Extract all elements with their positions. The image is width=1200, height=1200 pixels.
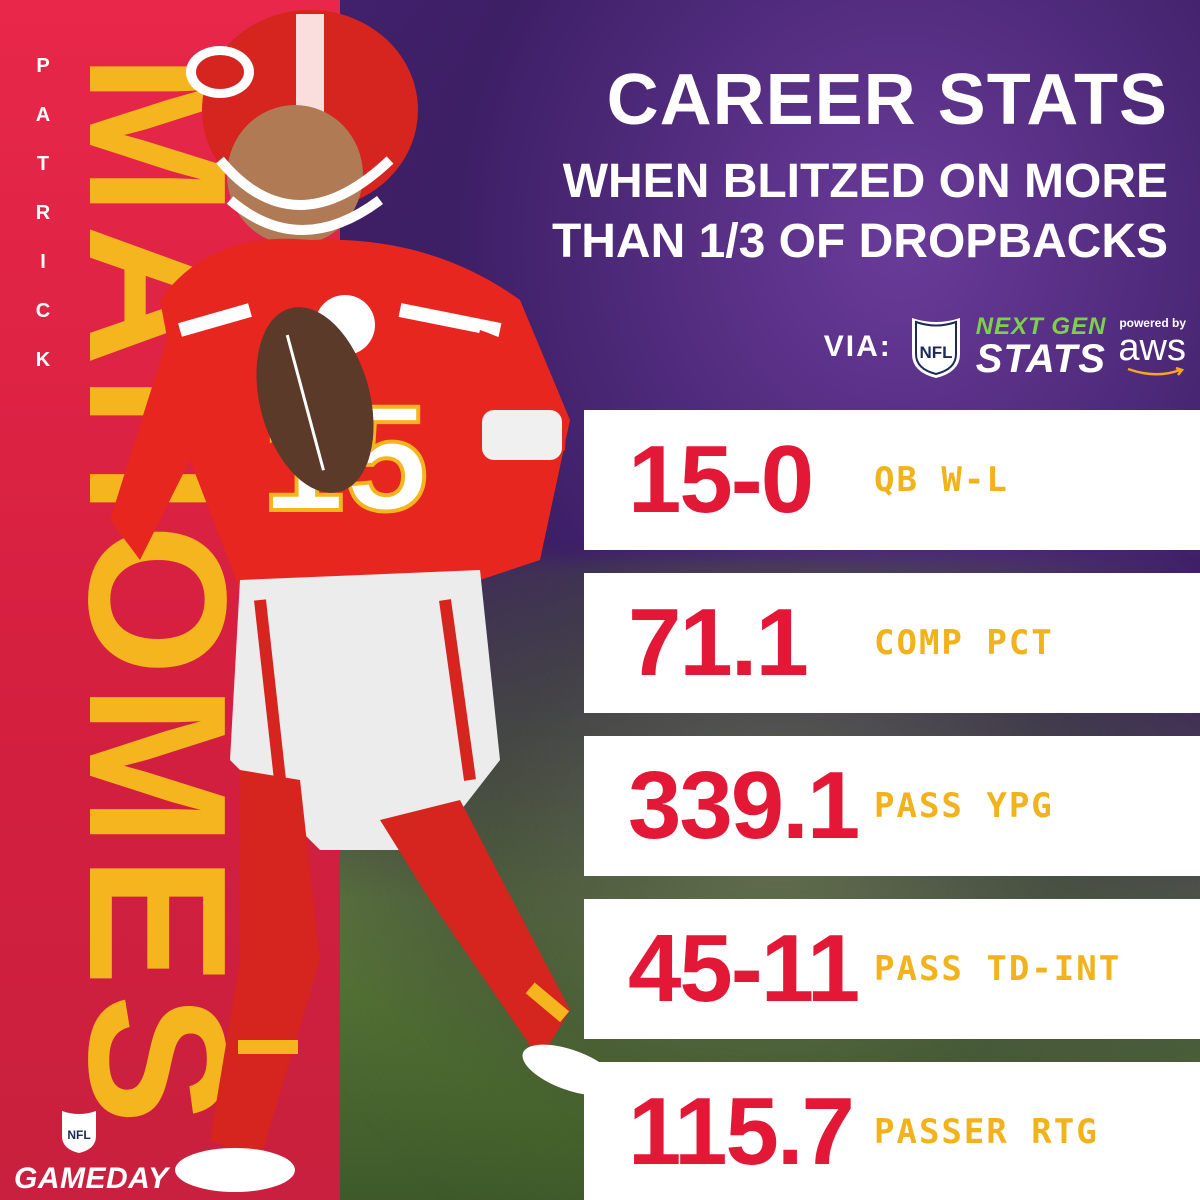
first-name-letter: T: [36, 153, 50, 175]
stat-label: PASSER RTG: [874, 1112, 1099, 1152]
page-title: CAREER STATS: [606, 60, 1168, 140]
shoulder-stripe-right: [398, 303, 502, 337]
pants-stripe-right: [439, 599, 476, 781]
first-name-letter: R: [35, 202, 51, 224]
aws-smile-icon: [1127, 367, 1185, 376]
first-name-letter: C: [35, 300, 51, 322]
face-shape: [227, 105, 363, 245]
subtitle: WHEN BLITZED ON MORE THAN 1/3 OF DROPBAC…: [488, 152, 1168, 272]
nfl-shield-inner-shape: [914, 320, 957, 376]
nfl-shield-icon: NFL: [62, 1111, 96, 1153]
subtitle-line-2: THAN 1/3 OF DROPBACKS: [551, 215, 1168, 268]
nfl-shield-text: NFL: [919, 343, 952, 362]
stat-card: 15-0 QB W-L: [584, 410, 1200, 550]
first-name-vertical: P A T R I C K: [30, 42, 56, 385]
ngs-bottom-text: STATS: [975, 337, 1106, 381]
stat-label: PASS TD-INT: [874, 949, 1122, 989]
left-shoe: [175, 1148, 295, 1192]
gameday-shield-shape: [62, 1111, 96, 1153]
stats-list: 15-0 QB W-L 71.1 COMP PCT 339.1 PASS YPG…: [584, 410, 1200, 1200]
right-sock-stripe: [525, 982, 570, 1023]
football-laces: [285, 334, 325, 471]
stat-value: 15-0: [628, 426, 814, 533]
first-name-letter: I: [40, 251, 46, 273]
wrist-band: [482, 410, 562, 460]
subtitle-line-1: WHEN BLITZED ON MORE: [562, 155, 1168, 208]
aws-top-text: powered by: [1119, 316, 1186, 330]
next-gen-stats-logo: NEXT GEN STATS: [975, 313, 1107, 381]
nfl-shield-icon: NFL: [911, 318, 960, 378]
stat-value: 71.1: [628, 589, 809, 696]
left-sock-stripe: [238, 1040, 298, 1054]
stat-value: 339.1: [628, 752, 860, 859]
nfl-gameday-logo: NFL GAMEDAY: [14, 1108, 169, 1196]
pants-stripe-left: [254, 599, 286, 781]
first-name-letter: P: [36, 55, 50, 77]
stat-value: 45-11: [628, 915, 860, 1022]
stat-card: 339.1 PASS YPG: [584, 736, 1200, 876]
facemask-shape: [216, 156, 394, 235]
shoulder-stripe-left: [178, 303, 252, 337]
headline: CAREER STATS WHEN BLITZED ON MORE THAN 1…: [488, 58, 1168, 272]
gameday-shield-text: NFL: [67, 1128, 90, 1142]
stat-label: QB W-L: [874, 460, 1009, 500]
aws-logo: powered by aws: [1118, 317, 1186, 377]
left-arm-shape: [110, 330, 210, 560]
gameday-text: GAMEDAY: [14, 1162, 169, 1195]
stat-label: PASS YPG: [874, 786, 1054, 826]
aws-bottom-text: aws: [1118, 327, 1186, 369]
stat-card: 115.7 PASSER RTG: [584, 1062, 1200, 1200]
first-name-letter: A: [35, 104, 51, 126]
left-leg-shape: [210, 770, 320, 1160]
football-shape: [256, 307, 374, 493]
via-label: VIA:: [823, 330, 892, 363]
helmet-logo-inner: [196, 55, 244, 89]
source-attribution: VIA: NFL NEXT GEN STATS powered by aws: [824, 312, 1186, 382]
right-leg-shape: [380, 800, 570, 1060]
stat-card: 71.1 COMP PCT: [584, 573, 1200, 713]
stat-label: COMP PCT: [874, 623, 1054, 663]
ngs-top-text: NEXT GEN: [975, 313, 1107, 340]
first-name-letter: K: [35, 349, 51, 371]
stat-card: 45-11 PASS TD-INT: [584, 899, 1200, 1039]
player-photo: 15: [110, 10, 618, 1192]
stat-value: 115.7: [628, 1078, 855, 1185]
